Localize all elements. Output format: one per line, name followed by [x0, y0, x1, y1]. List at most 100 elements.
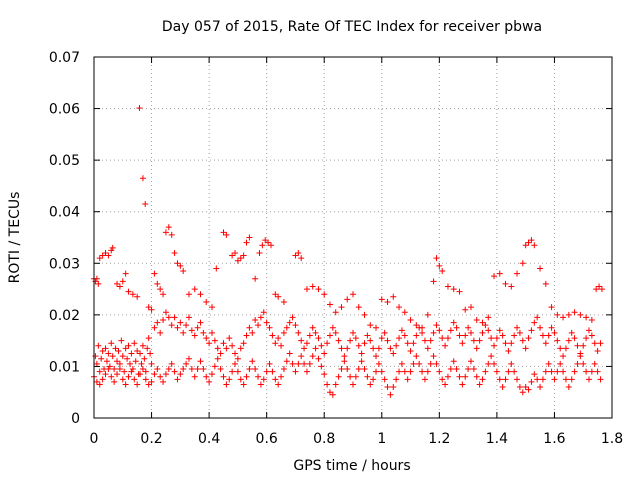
data-point: [203, 373, 210, 380]
data-point: [183, 322, 190, 329]
data-point: [583, 314, 590, 321]
data-point: [421, 337, 428, 344]
data-point: [375, 345, 382, 352]
data-point: [263, 368, 270, 375]
data-point: [95, 280, 102, 287]
data-point: [580, 360, 587, 367]
data-point: [257, 314, 264, 321]
data-point: [502, 376, 509, 383]
data-point: [450, 286, 457, 293]
y-tick-label: 0.01: [49, 359, 80, 375]
data-point: [324, 340, 331, 347]
data-point: [557, 345, 564, 352]
data-point: [396, 335, 403, 342]
data-point: [516, 329, 523, 336]
data-point: [105, 366, 112, 373]
data-point: [223, 381, 230, 388]
data-point: [306, 360, 313, 367]
data-point: [355, 342, 362, 349]
data-point: [562, 345, 569, 352]
data-point: [105, 350, 112, 357]
data-point: [116, 366, 123, 373]
data-point: [125, 288, 132, 295]
data-point: [344, 345, 351, 352]
data-point: [505, 347, 512, 354]
data-point: [384, 384, 391, 391]
data-point: [312, 329, 319, 336]
data-point: [177, 319, 184, 326]
data-point: [465, 366, 472, 373]
data-point: [571, 335, 578, 342]
data-point: [267, 242, 274, 249]
data-point: [183, 360, 190, 367]
data-point: [577, 353, 584, 360]
data-point: [203, 335, 210, 342]
data-point: [324, 381, 331, 388]
data-point: [375, 360, 382, 367]
x-tick-label: 1.2: [428, 431, 450, 447]
data-point: [191, 332, 198, 339]
data-point: [499, 384, 506, 391]
data-point: [255, 373, 262, 380]
data-point: [491, 273, 498, 280]
data-point: [514, 376, 521, 383]
data-point: [99, 252, 106, 259]
data-point: [301, 345, 308, 352]
grid-lines: [94, 57, 612, 418]
data-point: [384, 337, 391, 344]
data-point: [119, 278, 126, 285]
data-point: [525, 239, 532, 246]
y-tick-label: 0.03: [49, 256, 80, 272]
data-point: [344, 296, 351, 303]
data-point: [119, 353, 126, 360]
data-point: [102, 371, 109, 378]
data-point: [511, 332, 518, 339]
data-point: [280, 329, 287, 336]
data-point: [301, 360, 308, 367]
data-point: [335, 337, 342, 344]
data-point: [514, 270, 521, 277]
data-point: [139, 175, 146, 182]
data-point: [96, 255, 103, 262]
data-point: [148, 378, 155, 385]
data-point: [528, 378, 535, 385]
data-point: [315, 286, 322, 293]
data-point: [522, 345, 529, 352]
data-point: [430, 329, 437, 336]
x-tick-label: 1: [377, 431, 386, 447]
data-point: [129, 291, 136, 298]
data-point: [514, 324, 521, 331]
x-tick-label: 0: [90, 431, 99, 447]
data-point: [528, 327, 535, 334]
data-point: [580, 342, 587, 349]
data-point: [257, 381, 264, 388]
data-point: [292, 252, 299, 259]
data-point: [476, 381, 483, 388]
data-point: [539, 376, 546, 383]
data-point: [528, 237, 535, 244]
data-point: [240, 252, 247, 259]
data-point: [139, 366, 146, 373]
data-point: [114, 358, 121, 365]
data-point: [126, 360, 133, 367]
data-point: [217, 366, 224, 373]
data-point: [502, 280, 509, 287]
data-point: [165, 366, 172, 373]
data-point: [413, 332, 420, 339]
data-point: [508, 340, 515, 347]
data-point: [470, 366, 477, 373]
data-point: [292, 368, 299, 375]
data-point: [407, 347, 414, 354]
data-point: [355, 304, 362, 311]
data-point: [137, 350, 144, 357]
data-point: [427, 337, 434, 344]
data-point: [174, 376, 181, 383]
data-point: [456, 373, 463, 380]
data-point: [571, 309, 578, 316]
data-point: [338, 345, 345, 352]
data-point: [252, 366, 259, 373]
data-point: [588, 368, 595, 375]
data-point: [96, 381, 103, 388]
data-point: [255, 322, 262, 329]
data-point: [269, 368, 276, 375]
